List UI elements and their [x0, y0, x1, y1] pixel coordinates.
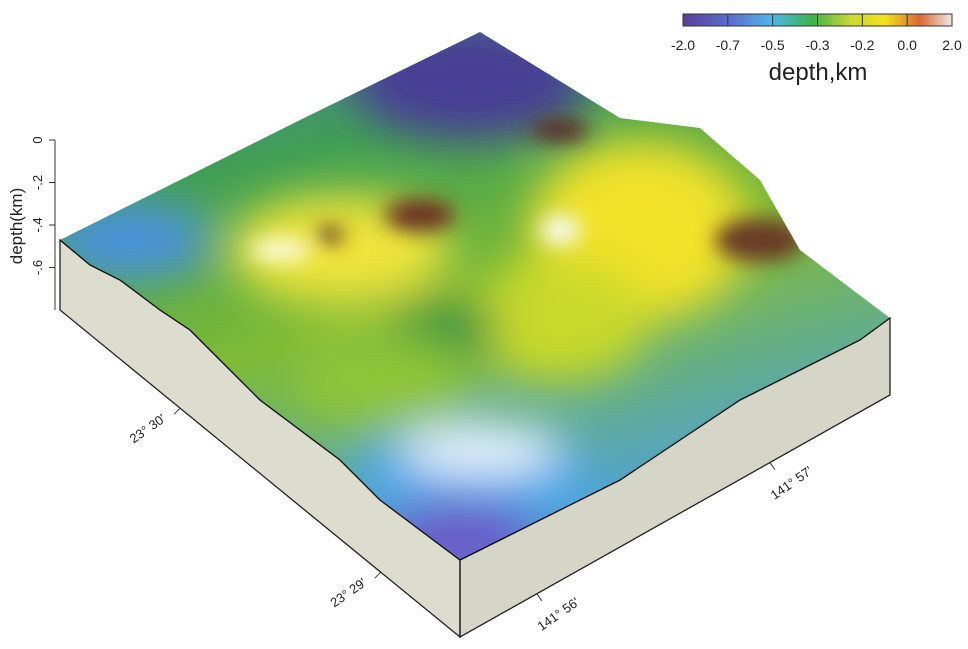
- y-tick-label: 23° 29': [327, 575, 369, 610]
- colorbar-tick-label: -0.7: [716, 37, 740, 53]
- y-tick-label: 23° 30': [127, 411, 169, 446]
- page: {"chart_data": { "type": "surface", "col…: [0, 0, 968, 644]
- colorbar-tick-label: -0.5: [761, 37, 785, 53]
- colorbar-tick-label: 2.0: [942, 37, 962, 53]
- surface: [40, 20, 920, 580]
- z-axis-label: depth(km): [7, 188, 26, 265]
- x-tick: [770, 463, 775, 470]
- z-tick-label: -.6: [30, 260, 45, 275]
- colorbar-title: depth,km: [769, 59, 868, 86]
- z-tick-label: -.4: [30, 217, 45, 232]
- z-tick-label: 0: [30, 136, 45, 143]
- colorbar-tick-label: -2.0: [671, 37, 695, 53]
- y-tick: [174, 408, 180, 414]
- z-tick-label: -.2: [30, 175, 45, 190]
- colorbar-tick-label: -0.3: [805, 37, 829, 53]
- x-tick: [537, 594, 542, 601]
- y-tick: [375, 572, 381, 578]
- chart: depth(km) depth,km -2.0 -0.7 -0.5 -0.3 -0.2 0…: [0, 0, 968, 644]
- colorbar-tick-label: 0.0: [897, 37, 917, 53]
- colorbar-tick-label: -0.2: [850, 37, 874, 53]
